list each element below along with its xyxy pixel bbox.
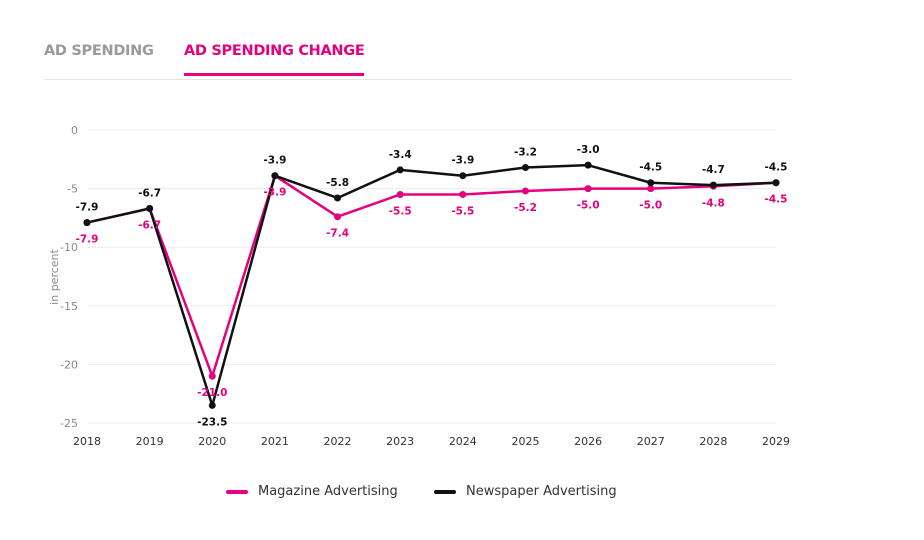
magazine-data-point	[459, 190, 467, 198]
legend-item-magazine[interactable]: Magazine Advertising	[226, 484, 398, 499]
magazine-data-point	[647, 185, 655, 193]
newspaper-data-point	[334, 194, 342, 202]
newspaper-data-label: -3.4	[389, 149, 412, 161]
x-tick-label: 2028	[699, 435, 727, 448]
magazine-data-label: -5.2	[514, 202, 537, 214]
newspaper-data-point	[396, 166, 404, 174]
newspaper-data-label: -7.9	[76, 202, 99, 214]
magazine-data-label: -7.4	[326, 228, 349, 240]
y-tick-label: -25	[60, 417, 78, 430]
legend-swatch-magazine	[226, 489, 248, 494]
magazine-data-label: -21.0	[197, 387, 227, 399]
newspaper-data-label: -3.9	[451, 155, 474, 167]
y-axis-label: in percent	[48, 248, 61, 304]
x-tick-label: 2023	[386, 435, 414, 448]
y-tick-label: -10	[60, 241, 78, 254]
magazine-data-point	[521, 187, 529, 195]
magazine-data-label: -4.8	[702, 197, 725, 209]
newspaper-data-point	[83, 219, 91, 227]
newspaper-data-label: -4.5	[639, 162, 662, 174]
tab-bar: AD SPENDING AD SPENDING CHANGE	[44, 0, 792, 80]
newspaper-data-point	[584, 161, 592, 169]
x-tick-label: 2019	[136, 435, 164, 448]
magazine-series-line	[86, 174, 777, 378]
x-tick-label: 2021	[261, 435, 289, 448]
x-tick-label: 2020	[198, 435, 226, 448]
newspaper-data-point	[772, 179, 780, 187]
newspaper-data-label: -23.5	[197, 416, 227, 428]
newspaper-data-point	[208, 401, 216, 409]
magazine-data-label: -5.5	[451, 205, 474, 217]
newspaper-data-point	[521, 164, 529, 172]
newspaper-data-label: -6.7	[138, 188, 161, 200]
newspaper-data-label: -3.2	[514, 147, 537, 159]
x-tick-label: 2024	[449, 435, 477, 448]
newspaper-data-label: -4.5	[765, 162, 788, 174]
newspaper-data-label: -5.8	[326, 177, 349, 189]
x-tick-label: 2025	[511, 435, 539, 448]
x-tick-label: 2026	[574, 435, 602, 448]
y-tick-label: -20	[60, 358, 78, 371]
newspaper-data-point	[647, 179, 655, 187]
tab-ad-spending-change[interactable]: AD SPENDING CHANGE	[184, 43, 365, 76]
magazine-data-point	[208, 372, 216, 380]
newspaper-data-point	[271, 172, 279, 180]
newspaper-data-label: -4.7	[702, 164, 725, 176]
magazine-data-label: -3.9	[263, 187, 286, 199]
magazine-data-point	[584, 185, 592, 193]
newspaper-series-line	[86, 163, 777, 407]
legend-label-magazine: Magazine Advertising	[258, 484, 398, 499]
newspaper-data-point	[709, 181, 717, 189]
magazine-data-point	[334, 213, 342, 221]
magazine-data-label: -5.0	[577, 200, 600, 212]
magazine-data-label: -6.7	[138, 220, 161, 232]
y-tick-label: 0	[71, 124, 78, 137]
x-tick-label: 2027	[637, 435, 665, 448]
y-tick-label: -5	[67, 183, 78, 196]
magazine-data-label: -5.5	[389, 205, 412, 217]
newspaper-data-label: -3.9	[263, 155, 286, 167]
y-tick-label: -15	[60, 300, 78, 313]
magazine-data-label: -5.0	[639, 200, 662, 212]
newspaper-data-label: -3.0	[577, 144, 600, 156]
x-tick-label: 2029	[762, 435, 790, 448]
legend-item-newspaper[interactable]: Newspaper Advertising	[434, 484, 617, 499]
legend-label-newspaper: Newspaper Advertising	[466, 484, 617, 499]
line-chart: 0 -5 -10 -15 -20 -25 in percent 2018 2019 2020 202…	[48, 124, 790, 448]
newspaper-data-point	[459, 172, 467, 180]
magazine-data-point	[396, 190, 404, 198]
tab-ad-spending[interactable]: AD SPENDING	[44, 43, 154, 59]
magazine-data-label: -4.5	[765, 194, 788, 206]
legend-swatch-newspaper	[434, 489, 456, 494]
magazine-data-label: -7.9	[76, 234, 99, 246]
chart-legend: Magazine Advertising Newspaper Advertisi…	[0, 484, 924, 504]
newspaper-data-point	[146, 205, 154, 213]
x-tick-label: 2018	[73, 435, 101, 448]
x-tick-label: 2022	[324, 435, 352, 448]
